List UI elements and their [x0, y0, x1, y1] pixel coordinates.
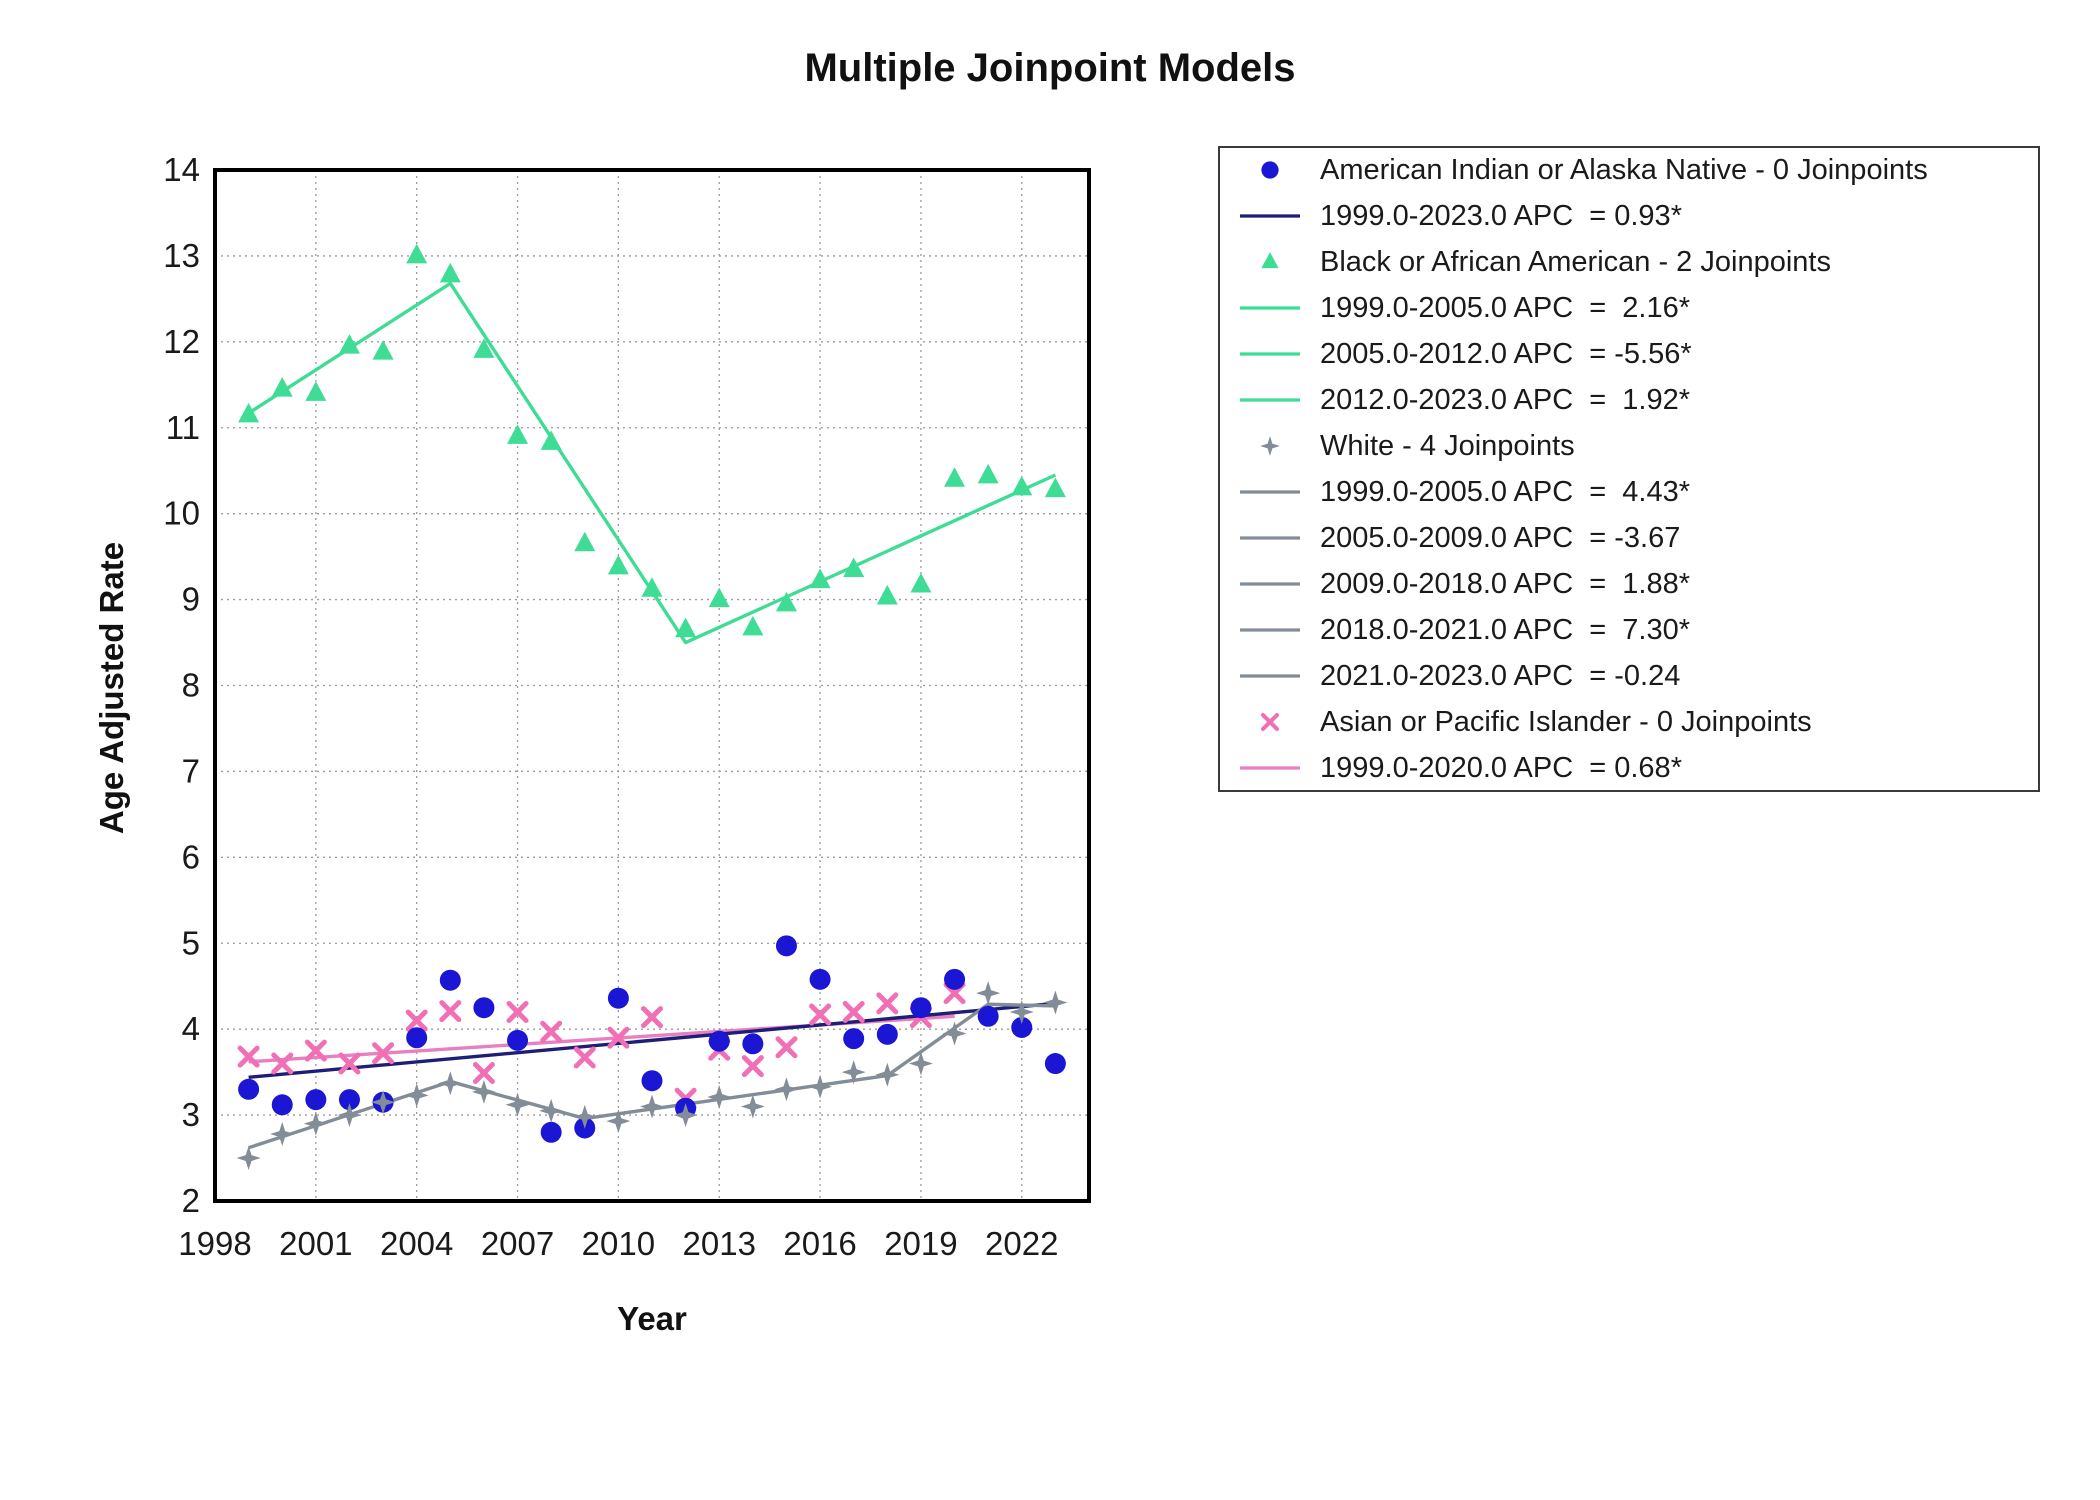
legend-row: 1999.0-2005.0 APC = 4.43* — [1220, 469, 2038, 515]
x-axis-title: Year — [617, 1300, 687, 1337]
line-marker-icon — [1240, 766, 1300, 770]
y-tick-label: 5 — [182, 924, 200, 961]
legend-row: 2005.0-2009.0 APC = -3.67 — [1220, 515, 2038, 561]
line-marker-icon — [1240, 214, 1300, 218]
legend-row: Asian or Pacific Islander - 0 Joinpoints — [1220, 699, 2038, 745]
legend-row: Black or African American - 2 Joinpoints — [1220, 239, 2038, 285]
y-tick-label: 4 — [182, 1010, 200, 1047]
series-points-star4 — [236, 981, 1068, 1171]
line-marker-icon — [1240, 582, 1300, 586]
legend-row: White - 4 Joinpoints — [1220, 423, 2038, 469]
line-marker-icon — [1240, 398, 1300, 402]
x-tick-label: 2013 — [683, 1225, 756, 1262]
star4-marker-icon — [1260, 436, 1280, 456]
legend-row: 1999.0-2023.0 APC = 0.93* — [1220, 193, 2038, 239]
legend-label: Black or African American - 2 Joinpoints — [1320, 246, 1831, 278]
triangle-marker-icon — [1261, 252, 1279, 269]
legend-label: 2005.0-2009.0 APC = -3.67 — [1320, 522, 1681, 554]
x-tick-label: 2004 — [380, 1225, 453, 1262]
circle-marker-icon — [1261, 161, 1279, 179]
legend-label: 2009.0-2018.0 APC = 1.88* — [1320, 568, 1691, 600]
line-marker-icon — [1240, 352, 1300, 356]
line-marker-icon — [1240, 628, 1300, 632]
legend-row: 1999.0-2020.0 APC = 0.68* — [1220, 745, 2038, 791]
line-marker-icon — [1240, 490, 1300, 494]
plot-border — [213, 168, 1091, 1203]
xmark-marker-icon — [1260, 712, 1280, 732]
legend-label: 1999.0-2023.0 APC = 0.93* — [1320, 200, 1682, 232]
legend-row: 2005.0-2012.0 APC = -5.56* — [1220, 331, 2038, 377]
y-tick-label: 10 — [163, 495, 200, 532]
legend-row: 2012.0-2023.0 APC = 1.92* — [1220, 377, 2038, 423]
line-marker-icon — [1240, 306, 1300, 310]
legend-label: 2012.0-2023.0 APC = 1.92* — [1320, 384, 1691, 416]
y-tick-label: 8 — [182, 667, 200, 704]
y-tick-label: 12 — [163, 323, 200, 360]
x-tick-label: 2001 — [279, 1225, 352, 1262]
x-axis-tick-labels: 1998 2001 2004 2007 2010 2013 2016 2019 2022 — [178, 1225, 1058, 1262]
series-points-xmark — [237, 982, 966, 1110]
x-tick-label: 2010 — [582, 1225, 655, 1262]
y-tick-label: 2 — [182, 1182, 200, 1219]
x-tick-label: 1998 — [178, 1225, 251, 1262]
legend-label: 2021.0-2023.0 APC = -0.24 — [1320, 660, 1681, 692]
x-tick-label: 2016 — [783, 1225, 856, 1262]
y-tick-label: 14 — [163, 151, 200, 188]
y-tick-label: 11 — [166, 409, 200, 446]
legend-label: American Indian or Alaska Native - 0 Joi… — [1320, 154, 1928, 186]
legend-label: 2018.0-2021.0 APC = 7.30* — [1320, 614, 1691, 646]
line-marker-icon — [1240, 536, 1300, 540]
y-tick-label: 13 — [163, 237, 200, 274]
series-points-triangle — [238, 243, 1066, 638]
chart-title: Multiple Joinpoint Models — [804, 46, 1296, 90]
y-tick-label: 6 — [182, 838, 200, 875]
x-tick-label: 2022 — [985, 1225, 1058, 1262]
legend-row: 1999.0-2005.0 APC = 2.16* — [1220, 285, 2038, 331]
x-tick-label: 2019 — [884, 1225, 957, 1262]
y-axis-tick-labels: 2 3 4 5 6 7 8 9 10 11 12 13 14 — [163, 151, 200, 1219]
x-tick-label: 2007 — [481, 1225, 554, 1262]
legend-row: 2009.0-2018.0 APC = 1.88* — [1220, 561, 2038, 607]
legend-label: 1999.0-2005.0 APC = 4.43* — [1320, 476, 1691, 508]
legend-row: 2021.0-2023.0 APC = -0.24 — [1220, 653, 2038, 699]
legend-label: 1999.0-2020.0 APC = 0.68* — [1320, 752, 1682, 784]
y-tick-label: 7 — [182, 752, 200, 789]
legend-label: Asian or Pacific Islander - 0 Joinpoints — [1320, 706, 1812, 738]
legend-row: American Indian or Alaska Native - 0 Joi… — [1220, 147, 2038, 193]
legend-label: 2005.0-2012.0 APC = -5.56* — [1320, 338, 1692, 370]
legend-label: White - 4 Joinpoints — [1320, 430, 1575, 462]
gridlines — [215, 170, 1089, 1201]
legend-box: American Indian or Alaska Native - 0 Joi… — [1218, 146, 2040, 792]
legend-row: 2018.0-2021.0 APC = 7.30* — [1220, 607, 2038, 653]
y-tick-label: 9 — [182, 581, 200, 618]
series-points-circle — [238, 935, 1066, 1143]
legend-label: 1999.0-2005.0 APC = 2.16* — [1320, 292, 1691, 324]
y-tick-label: 3 — [182, 1096, 200, 1133]
line-marker-icon — [1240, 674, 1300, 678]
